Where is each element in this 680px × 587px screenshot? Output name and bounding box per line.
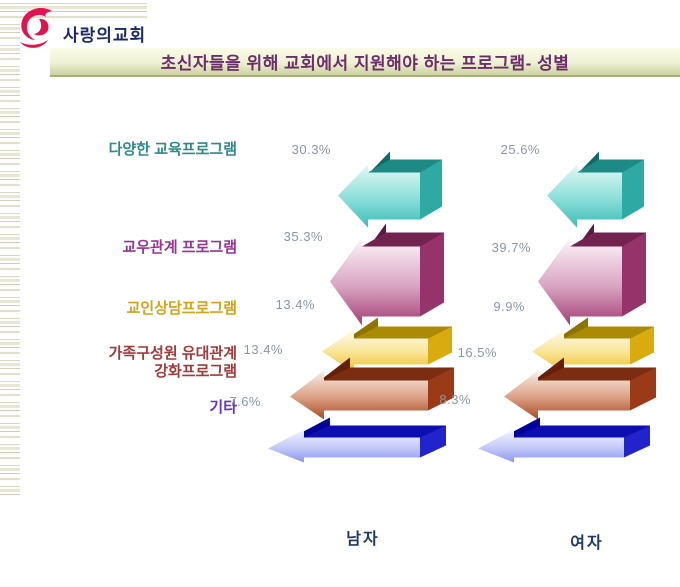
arrow-purple-여자-side-face [622, 232, 646, 317]
arrow-brown-여자-side-face [630, 367, 656, 411]
value-label-남자-3: 13.4% [275, 297, 315, 312]
value-label-여자-4: 16.5% [457, 345, 497, 360]
arrow-brown-남자-side-face [428, 367, 454, 411]
value-label-여자-1: 25.6% [500, 142, 540, 157]
value-label-남자-4: 13.4% [243, 342, 283, 357]
arrow-blue-남자-front-face [268, 429, 420, 463]
value-label-여자-2: 39.7% [491, 240, 531, 255]
arrow-teal-남자-top-face [368, 159, 442, 173]
arrow-brown-여자-top-face [538, 367, 656, 381]
arrow-purple-남자-side-face [420, 232, 444, 317]
arrow-purple-여자-front-face [538, 237, 622, 326]
church-name: 사랑의교회 [63, 26, 147, 45]
arrow-teal-여자-front-face [547, 164, 622, 228]
arrow-blue-여자-front-face [478, 429, 624, 463]
slide-title: 초신자들을 위해 교회에서 지원해야 하는 프로그램- 성별 [160, 54, 570, 73]
category-label-2: 교우관계 프로그램 [122, 239, 237, 256]
category-label-3: 교인상담프로그램 [126, 300, 237, 317]
arrow-purple-남자-top-face [362, 232, 444, 247]
arrow-gold-여자-side-face [630, 326, 654, 365]
category-label-1: 다양한 교육프로그램 [108, 141, 237, 158]
arrow-gold-여자-top-face [564, 326, 654, 339]
arrow-teal-남자-front-face [338, 164, 420, 228]
arrow-gold-여자-front-face [532, 329, 630, 373]
series-label-female: 여자 [570, 535, 604, 552]
value-label-여자-3: 9.9% [493, 299, 525, 314]
arrow-blue-여자-top-face [514, 425, 650, 438]
arrow-teal-남자-side-face [420, 159, 442, 220]
flame-logo-icon [20, 7, 52, 48]
category-label-4: 가족구성원 유대관계 강화프로그램 [108, 345, 237, 380]
category-label-5: 기타 [209, 399, 237, 416]
arrow-gold-남자-top-face [354, 326, 452, 339]
arrow-teal-여자-side-face [622, 159, 644, 220]
arrow-gold-남자-side-face [428, 326, 452, 365]
arrow-purple-남자-front-face [330, 237, 420, 326]
value-label-여자-5: 8.3% [439, 392, 471, 407]
arrow-blue-남자-side-face [420, 425, 446, 458]
arrow-blue-남자-top-face [304, 425, 446, 438]
arrow-brown-남자-top-face [324, 367, 454, 381]
value-label-남자-2: 35.3% [283, 229, 323, 244]
arrow-blue-여자-side-face [624, 425, 650, 458]
arrows-svg [268, 151, 656, 463]
arrow-brown-남자-front-face [290, 370, 428, 420]
slide-title-bar: 초신자들을 위해 교회에서 지원해야 하는 프로그램- 성별 [50, 48, 680, 77]
value-label-남자-1: 30.3% [291, 142, 331, 157]
value-label-남자-5: 7.6% [229, 394, 261, 409]
arrow-teal-여자-top-face [577, 159, 644, 173]
arrow-brown-여자-front-face [504, 370, 630, 420]
arrow-purple-여자-top-face [570, 232, 646, 247]
left-stripe-rail [0, 0, 20, 497]
series-label-male: 남자 [346, 531, 380, 548]
